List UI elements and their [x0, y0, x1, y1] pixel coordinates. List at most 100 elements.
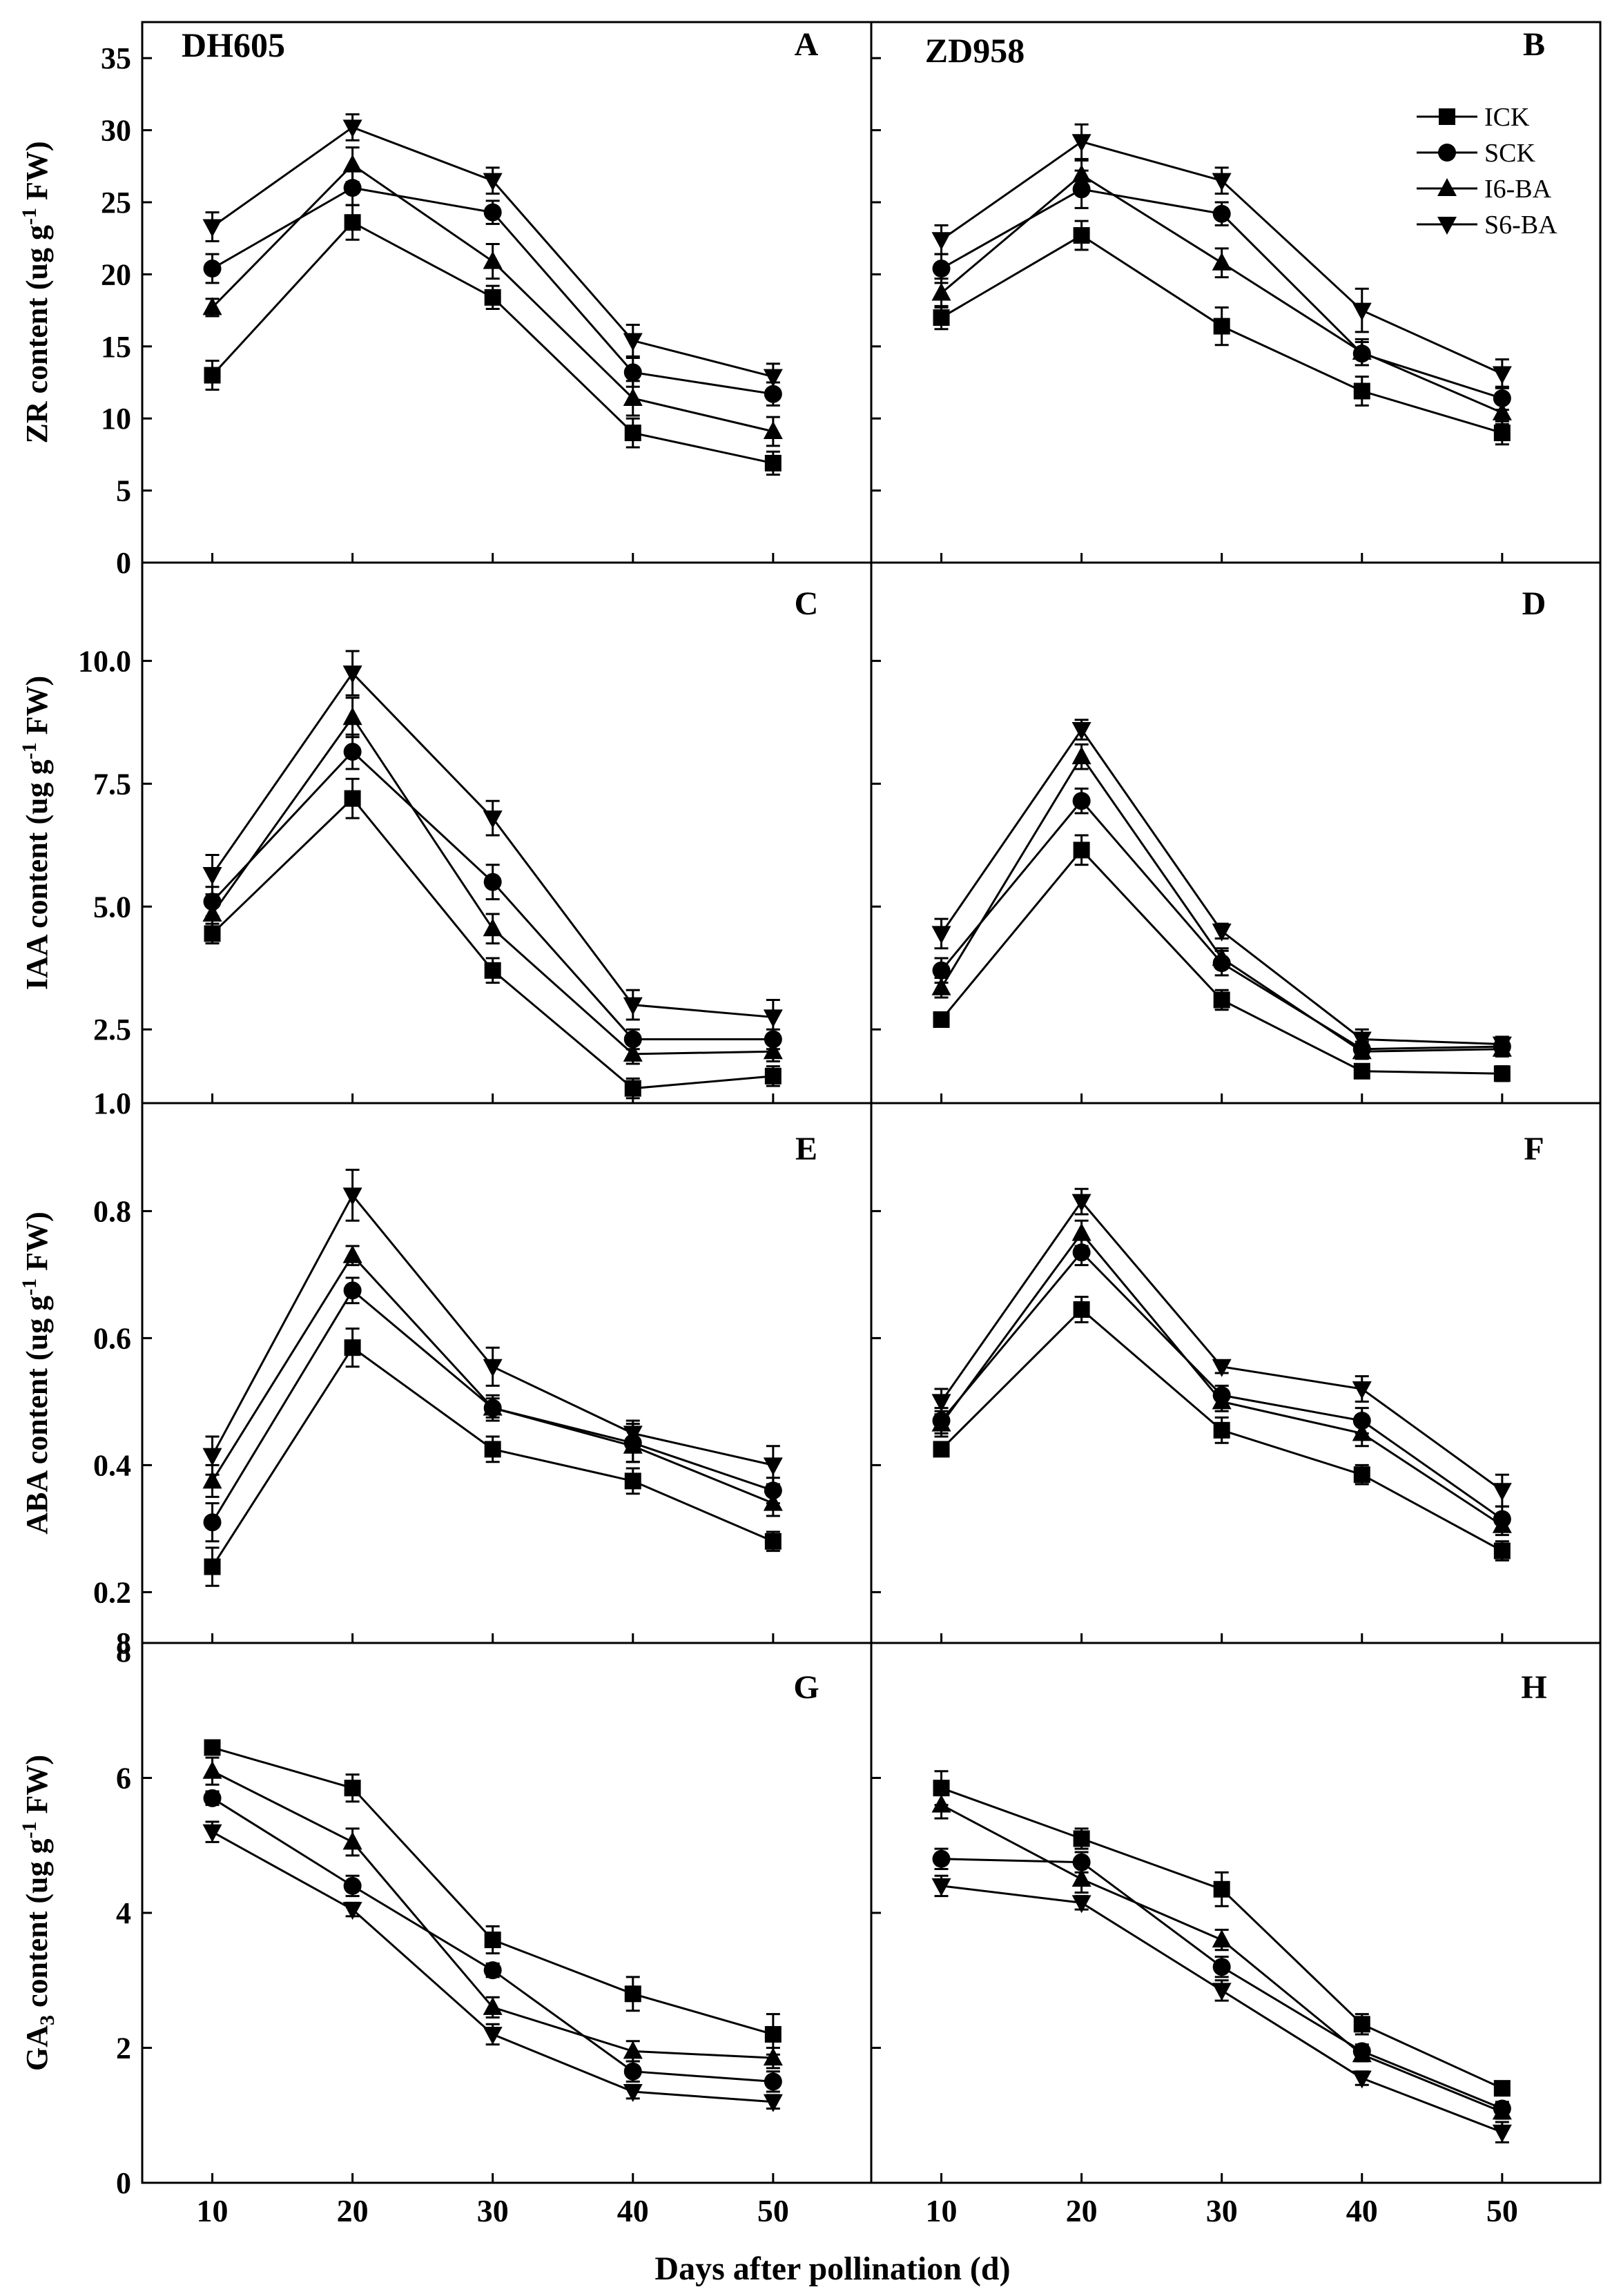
data-point-sck-30 — [1212, 204, 1231, 223]
legend: ICK SCK I6-BA S6-BA — [1417, 103, 1557, 240]
data-point-ick-10 — [204, 367, 221, 384]
y-tick-label-row3-2: 0.6 — [93, 1321, 131, 1355]
data-point-i6-ba-40 — [1352, 1041, 1372, 1060]
data-point-i6-ba-30 — [483, 251, 503, 269]
cultivar-label-dh605: DH605 — [182, 26, 285, 64]
data-point-s6-ba-40 — [623, 333, 643, 351]
data-point-s6-ba-30 — [1212, 923, 1232, 942]
series-s6-ba-B — [931, 123, 1512, 389]
y-axis-title-row2: IAA content (ug g-1 FW) — [18, 676, 54, 990]
series-i6-ba-F — [931, 1219, 1512, 1537]
data-point-s6-ba-20 — [342, 119, 362, 138]
panel-letter-G: G — [793, 1669, 819, 1706]
y-tick-label-row2-0: 1.0 — [93, 1087, 131, 1120]
y-tick-label-row4-top: 8 — [116, 1635, 131, 1669]
data-point-s6-ba-30 — [483, 173, 503, 191]
data-point-ick-50 — [1493, 1065, 1511, 1082]
y-tick-label-row2-4: 10.0 — [78, 644, 131, 678]
data-point-i6-ba-30 — [1212, 1929, 1232, 1948]
data-point-sck-50 — [1493, 389, 1511, 407]
data-point-i6-ba-40 — [623, 2041, 643, 2059]
data-point-i6-ba-10 — [202, 297, 222, 315]
data-point-i6-ba-20 — [342, 154, 362, 173]
data-point-sck-10 — [932, 961, 951, 980]
series-ick-G — [204, 1739, 782, 2056]
legend-label-sck: SCK — [1484, 139, 1535, 168]
data-point-s6-ba-50 — [1492, 1483, 1512, 1501]
series-s6-ba-F — [931, 1187, 1512, 1508]
data-point-s6-ba-20 — [1071, 134, 1091, 153]
panel-F: F — [870, 1102, 1602, 1644]
data-point-ick-10 — [204, 1739, 221, 1756]
series-s6-ba-E — [202, 1169, 783, 1486]
data-point-s6-ba-20 — [342, 1187, 362, 1206]
data-point-ick-40 — [1353, 382, 1370, 400]
y-tick-label-row4-3: 6 — [116, 1762, 131, 1796]
data-point-ick-40 — [624, 425, 641, 442]
legend-label-s6-ba: S6-BA — [1484, 211, 1557, 240]
data-point-s6-ba-10 — [931, 1394, 951, 1412]
data-point-i6-ba-50 — [763, 2047, 783, 2066]
data-point-ick-30 — [484, 289, 501, 306]
y-tick-label-row3-3: 0.8 — [93, 1194, 131, 1228]
data-point-ick-10 — [933, 309, 950, 327]
data-point-s6-ba-10 — [202, 219, 222, 237]
data-point-s6-ba-30 — [483, 1359, 503, 1377]
data-point-i6-ba-20 — [1071, 1223, 1091, 1241]
data-point-i6-ba-40 — [623, 387, 643, 406]
data-point-s6-ba-40 — [1352, 1381, 1372, 1399]
series-i6-ba-C — [202, 697, 783, 1065]
legend-item-s6-ba: S6-BA — [1417, 211, 1557, 240]
data-point-sck-20 — [343, 743, 362, 761]
data-point-ick-20 — [1073, 841, 1090, 859]
data-point-s6-ba-30 — [1212, 1359, 1232, 1377]
data-point-i6-ba-10 — [931, 1413, 951, 1432]
y-tick-label-row2-3: 7.5 — [93, 767, 131, 801]
data-point-ick-50 — [764, 1533, 782, 1550]
cultivar-label-zd958: ZD958 — [925, 31, 1025, 70]
series-ick-A — [204, 204, 782, 476]
data-point-ick-40 — [624, 1080, 641, 1097]
y-tick-label-row4-4: 8 — [116, 1626, 131, 1660]
data-point-s6-ba-40 — [1352, 302, 1372, 321]
panel-letter-E: E — [795, 1131, 817, 1167]
series-ick-B — [933, 220, 1511, 446]
data-point-s6-ba-20 — [1071, 1194, 1091, 1212]
x-tick-label-right-20: 20 — [1066, 2193, 1098, 2228]
data-point-s6-ba-50 — [1492, 1036, 1512, 1055]
data-point-i6-ba-20 — [1071, 746, 1091, 765]
data-point-s6-ba-10 — [931, 926, 951, 944]
data-point-ick-20 — [344, 790, 361, 807]
panel-A: A — [141, 21, 873, 564]
data-point-sck-10 — [932, 260, 951, 278]
data-point-ick-30 — [1213, 318, 1230, 335]
data-point-s6-ba-30 — [1212, 1983, 1232, 2001]
series-i6-ba-B — [931, 159, 1512, 426]
data-point-sck-20 — [1072, 1243, 1091, 1262]
series-s6-ba-C — [202, 650, 783, 1035]
x-tick-label-left-10: 10 — [197, 2193, 229, 2228]
data-point-ick-50 — [764, 2025, 782, 2043]
data-point-ick-50 — [764, 454, 782, 471]
data-point-i6-ba-50 — [1492, 402, 1512, 420]
data-point-i6-ba-10 — [202, 1760, 222, 1779]
data-point-ick-10 — [933, 1011, 950, 1028]
data-point-sck-20 — [343, 1876, 362, 1895]
data-point-sck-20 — [343, 179, 362, 197]
data-point-ick-40 — [624, 1985, 641, 2003]
data-point-i6-ba-20 — [342, 1831, 362, 1850]
data-point-s6-ba-40 — [623, 2084, 643, 2103]
series-sck-A — [203, 169, 782, 407]
x-tick-label-left-20: 20 — [337, 2193, 369, 2228]
panel-letter-H: H — [1521, 1669, 1546, 1706]
panel-letter-D: D — [1522, 585, 1546, 622]
y-tick-label-row3-1: 0.4 — [93, 1448, 131, 1482]
data-point-ick-50 — [1493, 1542, 1511, 1559]
data-point-sck-40 — [623, 363, 642, 382]
data-point-s6-ba-20 — [1071, 722, 1091, 741]
data-point-sck-30 — [483, 203, 502, 222]
data-point-i6-ba-40 — [1352, 342, 1372, 360]
data-point-ick-20 — [1073, 1301, 1090, 1318]
x-tick-label-right-10: 10 — [926, 2193, 958, 2228]
